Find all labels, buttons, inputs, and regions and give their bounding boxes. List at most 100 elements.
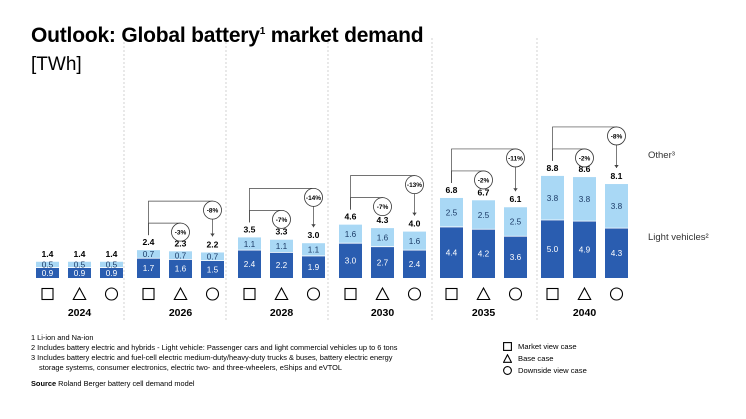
- change-label-downside: -11%: [508, 155, 523, 162]
- data-label-other: 1.6: [377, 233, 389, 242]
- bar-light-vehicles: [169, 259, 192, 278]
- bar-other: [440, 197, 463, 227]
- change-bracket: [350, 175, 415, 216]
- bar-other: [238, 237, 261, 251]
- change-badge: [575, 148, 594, 168]
- total-label: 6.1: [510, 194, 522, 204]
- data-label-light: 1.6: [175, 265, 187, 274]
- data-label-light: 5.0: [547, 245, 559, 254]
- change-label-downside: -8%: [207, 208, 219, 215]
- arrow-head-icon: [614, 165, 619, 169]
- data-label-light: 4.9: [579, 246, 591, 255]
- change-badge: [304, 187, 323, 207]
- legend-item-base: Base case: [503, 352, 587, 364]
- triangle-icon: [577, 286, 592, 301]
- data-label-light: 4.3: [611, 249, 623, 258]
- footnote-2: 2 Includes battery electric and hybrids …: [31, 343, 398, 352]
- legend-item-downside: Downside view case: [503, 364, 587, 376]
- data-label-other: 3.8: [579, 195, 591, 204]
- total-label: 8.8: [547, 163, 559, 173]
- total-label: 2.3: [175, 238, 187, 248]
- change-badge: [373, 197, 392, 217]
- total-label: 4.3: [377, 215, 389, 225]
- bar-other: [472, 200, 495, 230]
- data-label-light: 1.7: [143, 264, 155, 273]
- bar-other: [169, 251, 192, 260]
- year-label: 2026: [169, 307, 193, 319]
- year-label: 2024: [68, 307, 92, 319]
- bar-light-vehicles: [504, 236, 527, 278]
- total-label: 4.0: [409, 219, 421, 229]
- data-label-light: 4.4: [446, 248, 458, 257]
- bar-light-vehicles: [541, 220, 564, 278]
- total-label: 2.2: [207, 239, 219, 249]
- total-label: 1.4: [42, 249, 54, 259]
- year-label: 2040: [573, 307, 597, 319]
- total-label: 3.3: [276, 227, 288, 237]
- year-label: 2030: [371, 307, 395, 319]
- page-title: Outlook: Global battery1 market demand: [31, 24, 424, 47]
- bar-other: [100, 261, 123, 268]
- source-line: Source Roland Berger battery cell demand…: [31, 379, 195, 388]
- total-label: 1.4: [106, 249, 118, 259]
- bar-light-vehicles: [270, 252, 293, 278]
- bar-other: [339, 224, 362, 244]
- bar-light-vehicles: [472, 229, 495, 278]
- bar-other: [371, 228, 394, 247]
- data-label-light: 2.7: [377, 258, 389, 267]
- arrow-head-icon: [412, 212, 417, 216]
- total-label: 2.4: [143, 237, 155, 247]
- change-bracket: [552, 126, 617, 169]
- square-icon: [344, 287, 357, 301]
- case-legend: Market view case Base case Downside view…: [503, 340, 587, 376]
- triangle-icon: [375, 286, 390, 301]
- bar-light-vehicles: [137, 258, 160, 278]
- bar-light-vehicles: [100, 267, 123, 278]
- data-label-other: 2.5: [478, 211, 490, 220]
- arrow-head-icon: [513, 188, 518, 192]
- data-label-other: 2.5: [446, 208, 458, 217]
- footnote-3-cont: storage systems, consumer electronics, e…: [39, 363, 343, 372]
- data-label-light: 2.2: [276, 261, 288, 270]
- bar-other: [504, 207, 527, 237]
- data-label-other: 1.6: [409, 237, 421, 246]
- change-badge: [272, 209, 291, 229]
- data-label-light: 1.9: [308, 263, 320, 272]
- total-label: 6.7: [478, 187, 490, 197]
- square-icon: [503, 341, 512, 351]
- triangle-icon: [476, 286, 491, 301]
- data-label-other: 3.8: [611, 202, 623, 211]
- total-label: 6.8: [446, 185, 458, 195]
- bar-light-vehicles: [68, 267, 91, 278]
- bar-light-vehicles: [605, 228, 628, 278]
- bar-other: [270, 239, 293, 253]
- bar-light-vehicles: [302, 255, 325, 278]
- data-label-light: 3.0: [345, 257, 357, 266]
- total-label: 4.6: [345, 212, 357, 222]
- unit-label: [TWh]: [31, 54, 82, 75]
- change-badge: [203, 200, 222, 220]
- total-label: 3.0: [308, 230, 320, 240]
- square-icon: [41, 287, 54, 301]
- data-label-other: 0.7: [175, 251, 187, 260]
- bar-other: [137, 250, 160, 259]
- change-bracket: [249, 188, 314, 228]
- circle-icon: [508, 287, 523, 301]
- data-label-other: 1.1: [244, 240, 256, 249]
- data-label-other: 0.5: [74, 261, 86, 270]
- arrow-head-icon: [311, 224, 316, 228]
- bar-other: [68, 261, 91, 268]
- bar-light-vehicles: [36, 267, 59, 278]
- change-label-base: -7%: [276, 217, 288, 224]
- change-badge: [171, 222, 190, 242]
- arrow-head-icon: [210, 233, 215, 237]
- year-label: 2028: [270, 307, 294, 319]
- data-label-light: 1.5: [207, 265, 219, 274]
- bar-light-vehicles: [440, 226, 463, 278]
- square-icon: [445, 287, 458, 301]
- series-label-light: Light vehicles²: [648, 232, 709, 243]
- change-badge: [506, 148, 525, 168]
- change-label-base: -2%: [478, 177, 490, 184]
- footnote-3: 3 Includes battery electric and fuel-cel…: [31, 353, 393, 362]
